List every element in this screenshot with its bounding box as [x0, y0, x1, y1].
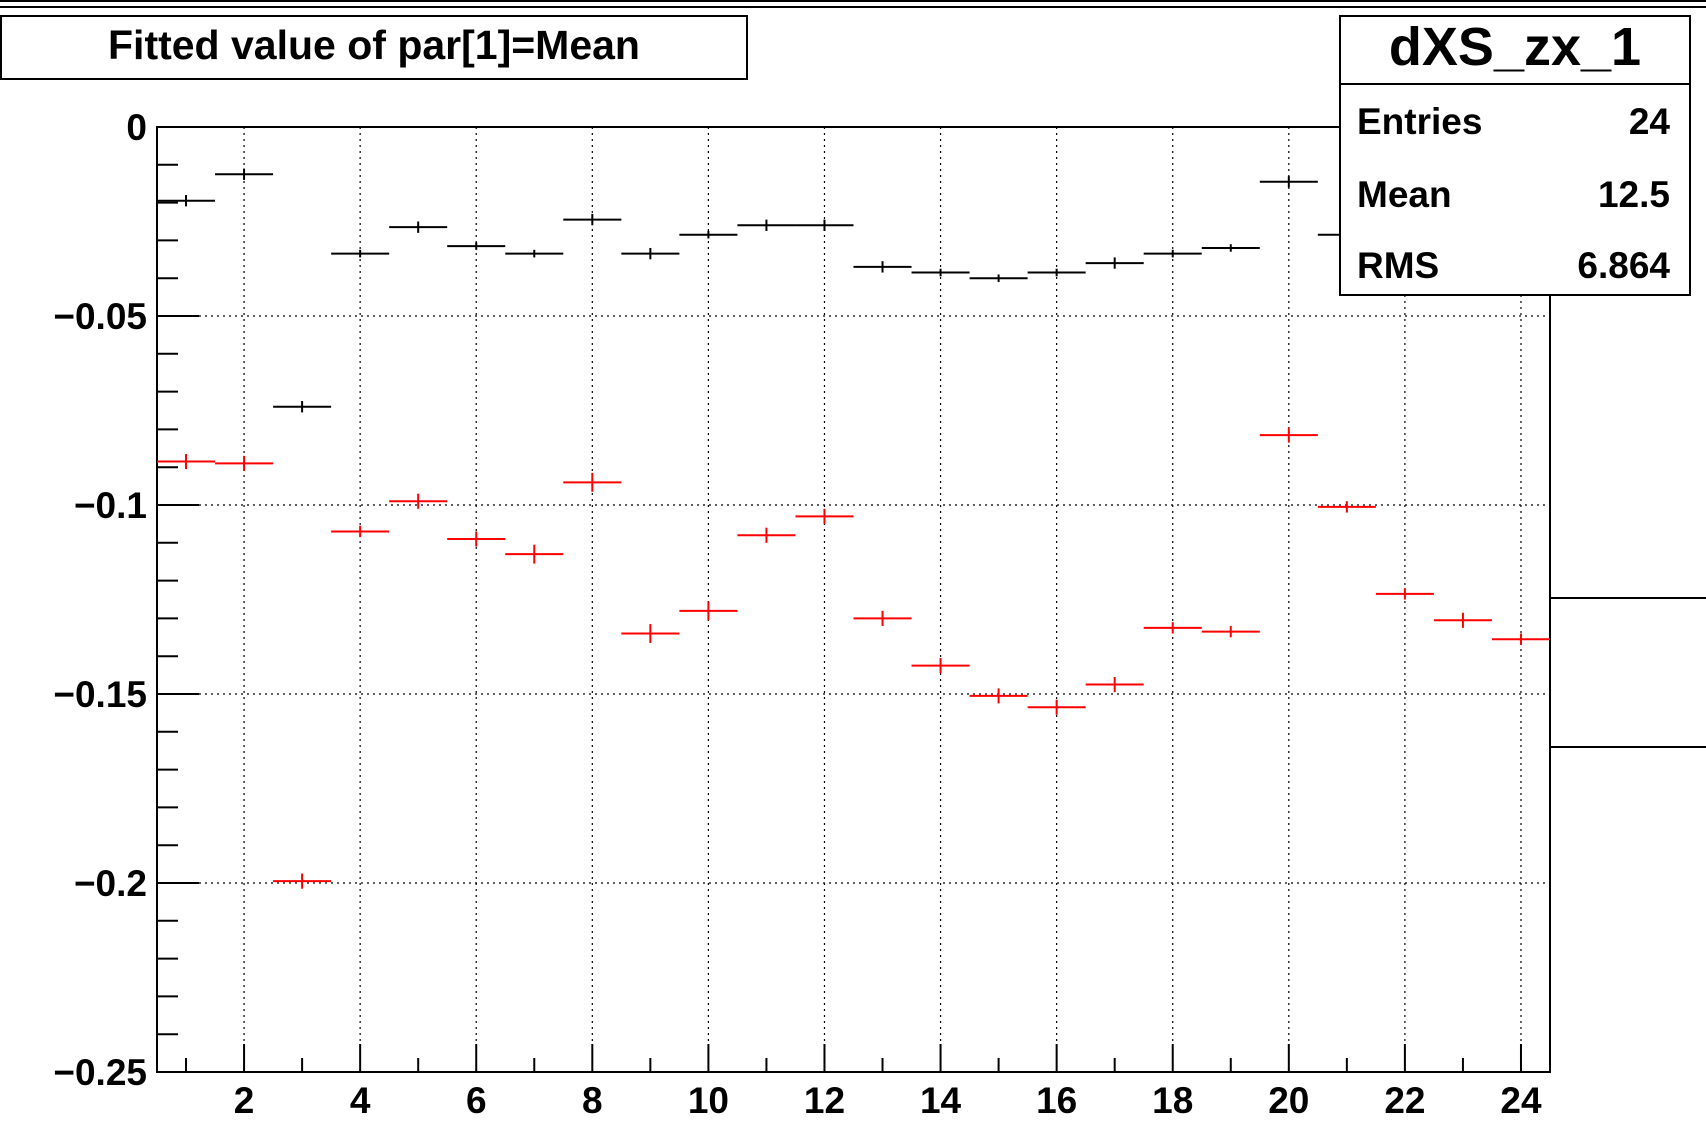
- x-tick-label: 4: [350, 1080, 371, 1121]
- stats-mean-label: Mean: [1357, 174, 1452, 215]
- y-tick-label: −0.05: [53, 296, 147, 337]
- x-tick-label: 24: [1500, 1080, 1542, 1121]
- x-tick-label: 16: [1036, 1080, 1077, 1121]
- y-tick-label: −0.25: [53, 1052, 147, 1093]
- y-tick-label: −0.1: [74, 485, 147, 526]
- x-axis: 2 4 6 8 10 12 14 16 18 20 22 24: [185, 1044, 1542, 1121]
- stats-rms-label: RMS: [1357, 245, 1439, 286]
- x-tick-label: 8: [582, 1080, 603, 1121]
- y-tick-label: −0.2: [74, 863, 147, 904]
- y-tick-label: 0: [126, 107, 147, 148]
- x-tick-label: 10: [688, 1080, 729, 1121]
- x-tick-label: 20: [1268, 1080, 1309, 1121]
- data-series: [157, 168, 1550, 889]
- stats-box-frame: [1339, 15, 1691, 296]
- stats-mean-value: 12.5: [1598, 174, 1670, 215]
- stats-entries-label: Entries: [1357, 101, 1482, 142]
- stats-box: dXS_zx_1 Entries 24 Mean 12.5 RMS 6.864: [1339, 15, 1691, 296]
- stats-entries-value: 24: [1629, 101, 1671, 142]
- x-tick-label: 12: [804, 1080, 845, 1121]
- x-tick-label: 6: [466, 1080, 487, 1121]
- y-tick-label: −0.15: [53, 674, 147, 715]
- series-2: [157, 427, 1550, 889]
- y-axis: 0 −0.05 −0.1 −0.15 −0.2 −0.25: [53, 107, 199, 1093]
- plot-frame: [156, 126, 1551, 1073]
- x-tick-label: 22: [1384, 1080, 1425, 1121]
- x-tick-label: 14: [920, 1080, 962, 1121]
- stats-name: dXS_zx_1: [1389, 17, 1641, 77]
- x-tick-label: 2: [234, 1080, 255, 1121]
- chart-title: Fitted value of par[1]=Mean: [108, 22, 640, 68]
- stats-rms-value: 6.864: [1577, 245, 1670, 286]
- title-box: [0, 15, 748, 80]
- x-tick-label: 18: [1152, 1080, 1193, 1121]
